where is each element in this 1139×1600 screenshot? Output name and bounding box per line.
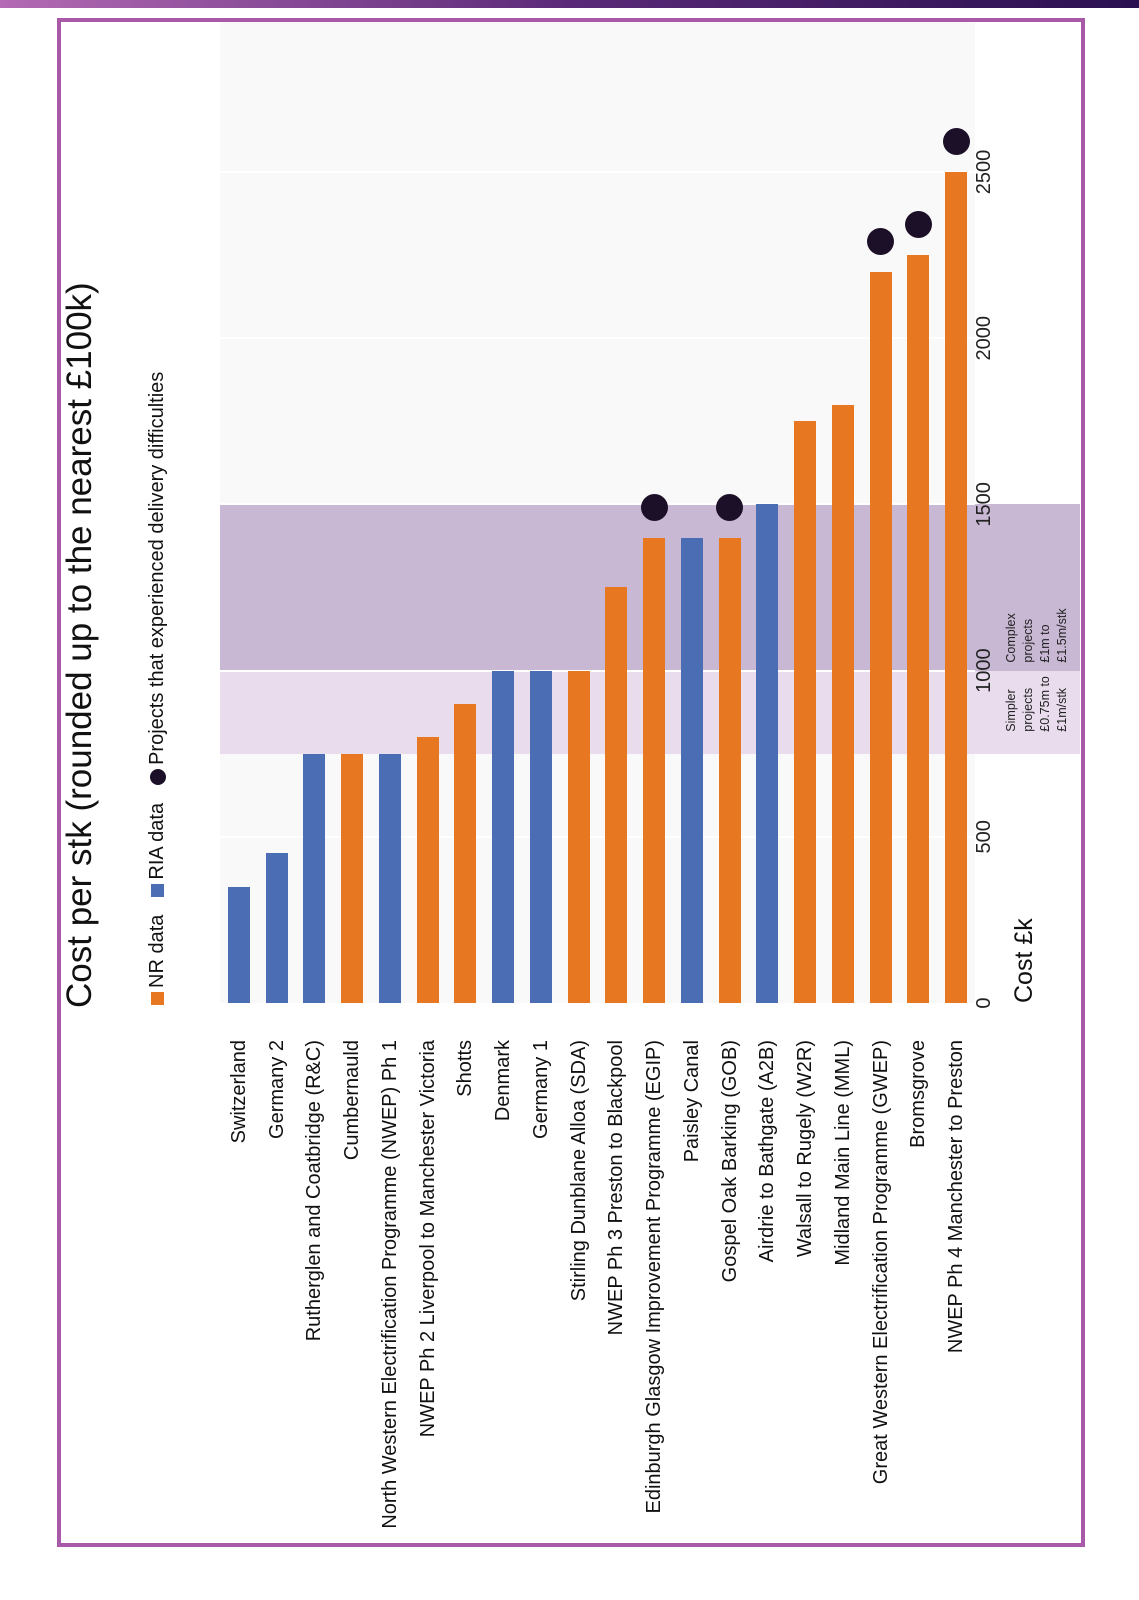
bar: [416, 737, 439, 1003]
x-tick-label: 2000: [973, 315, 995, 361]
x-tick-label: 1500: [973, 482, 995, 527]
band-label-line: £0.75m to: [1038, 676, 1052, 732]
bar: [869, 271, 892, 1003]
band-label-line: £1m to: [1038, 624, 1052, 663]
category-label: Edinburgh Glasgow Improvement Programme …: [643, 1040, 666, 1514]
bar: [794, 421, 817, 1003]
category-label: Gospel Oak Barking (GOB): [718, 1040, 741, 1283]
difficulty-dot: [904, 211, 932, 239]
x-axis-label: Cost £k: [1010, 918, 1038, 1003]
difficulty-dot: [640, 493, 668, 521]
difficulty-dot: [942, 128, 970, 155]
top-accent-bar: [0, 0, 1139, 8]
category-label: Walsall to Rugely (W2R): [794, 1040, 817, 1258]
band-label-line: £1m/stk: [1055, 687, 1069, 732]
bar: [831, 404, 854, 1003]
bar: [756, 504, 779, 1003]
difficulty-dot: [867, 227, 895, 255]
bar: [227, 886, 250, 1003]
marks-layer: Simpler projects £0.75m to £1m/stk Complex pr…: [61, 22, 1081, 1543]
category-label: Paisley Canal: [680, 1040, 703, 1163]
category-label: Airdrie to Bathgate (A2B): [756, 1040, 779, 1263]
band-label: Complex projects £1m to £1.5m/stk: [1003, 593, 1071, 663]
bar: [643, 537, 666, 1003]
category-label: Great Western Electrification Programme …: [869, 1040, 892, 1485]
bar: [341, 753, 364, 1003]
x-tick-label: 2500: [973, 149, 995, 195]
bar: [454, 703, 477, 1003]
category-label: North Western Electrification Programme …: [378, 1040, 401, 1529]
bar: [529, 670, 552, 1003]
bar: [907, 255, 930, 1003]
gridline: [220, 835, 975, 838]
gridline: [220, 669, 975, 672]
gridline: [220, 503, 975, 506]
category-label: NWEP Ph 2 Liverpool to Manchester Victor…: [416, 1040, 439, 1438]
band-label: Simpler projects £0.75m to £1m/stk: [1003, 662, 1071, 732]
gridline: [220, 171, 975, 173]
category-label: NWEP Ph 4 Manchester to Preston: [945, 1040, 968, 1354]
category-label: Germany 1: [529, 1040, 552, 1139]
bar: [680, 537, 703, 1003]
category-label: Germany 2: [265, 1040, 288, 1139]
bar: [492, 670, 515, 1003]
bar: [945, 172, 968, 1003]
gridline: [220, 337, 975, 340]
band-label-line: Simpler: [1004, 689, 1018, 732]
bar: [567, 670, 590, 1003]
category-label: Switzerland: [227, 1040, 250, 1144]
cost-per-stk-chart: Cost per stk (rounded up to the nearest …: [61, 22, 1081, 1543]
band-label-line: Complex: [1004, 613, 1018, 663]
x-tick-label: 1000: [973, 648, 995, 693]
chart-viewport: Cost per stk (rounded up to the nearest …: [61, 22, 1081, 1543]
bar: [605, 587, 628, 1003]
category-label: Stirling Dunblane Alloa (SDA): [567, 1040, 590, 1302]
band-label-line: projects: [1021, 687, 1035, 732]
band-label-line: £1.5m/stk: [1055, 608, 1069, 663]
category-label: Shotts: [454, 1040, 477, 1097]
bar: [378, 753, 401, 1003]
category-label: Cumbernauld: [341, 1040, 364, 1161]
x-tick-label: 0: [973, 997, 995, 1009]
category-label: Denmark: [492, 1040, 515, 1122]
band-label-line: projects: [1021, 618, 1035, 663]
category-label: NWEP Ph 3 Preston to Blackpool: [605, 1040, 628, 1336]
category-label: Bromsgrove: [907, 1040, 930, 1148]
bar: [265, 853, 288, 1003]
category-label: Midland Main Line (MML): [831, 1040, 854, 1266]
bar: [718, 537, 741, 1003]
category-label: Rutherglen and Coatbridge (R&C): [303, 1040, 326, 1342]
difficulty-dot: [716, 493, 744, 521]
bar: [303, 753, 326, 1003]
x-tick-label: 500: [973, 820, 995, 854]
